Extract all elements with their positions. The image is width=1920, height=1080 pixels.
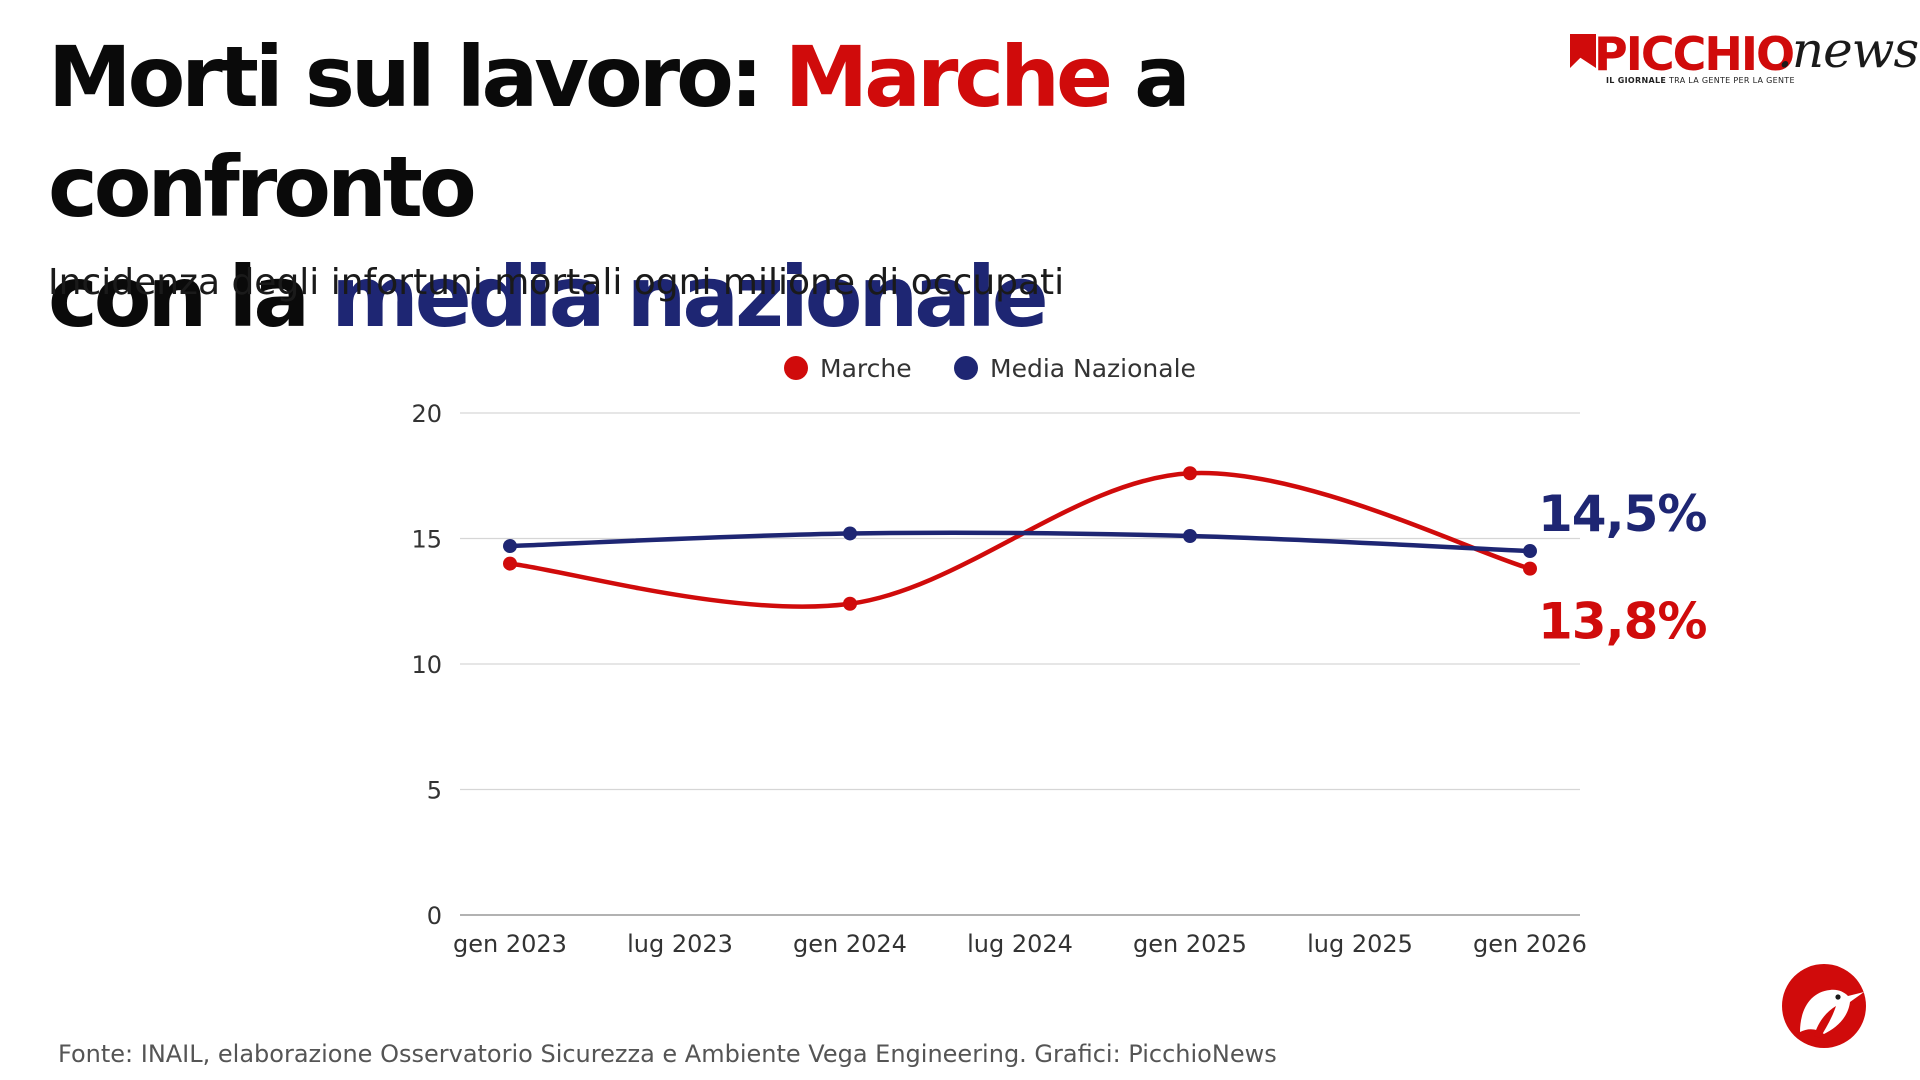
x-tick-label: gen 2026 xyxy=(1473,930,1587,958)
chart-series xyxy=(503,466,1537,611)
data-point xyxy=(503,556,517,571)
title-part-3: a confronto xyxy=(48,28,1191,236)
y-axis-ticks: 0 5 10 15 20 xyxy=(411,400,442,930)
data-point xyxy=(1523,544,1537,559)
chart-gridlines xyxy=(460,412,1580,916)
y-tick-label: 0 xyxy=(427,902,442,930)
woodpecker-logo-icon xyxy=(1782,964,1866,1048)
series-end-labels: 13,8% 14,5% xyxy=(1538,485,1707,651)
chart-subtitle: Incidenza degli infortuni mortali ogni m… xyxy=(48,262,1065,303)
y-tick-label: 15 xyxy=(411,526,442,554)
end-value-label: 13,8% xyxy=(1538,593,1706,651)
x-tick-label: lug 2024 xyxy=(967,930,1073,958)
title-highlight-media: media nazionale xyxy=(331,248,1048,346)
x-tick-label: gen 2023 xyxy=(453,930,567,958)
source-note: Fonte: INAIL, elaborazione Osservatorio … xyxy=(58,1040,1277,1068)
data-point xyxy=(1523,561,1537,576)
series-marche xyxy=(503,466,1537,611)
y-tick-label: 5 xyxy=(427,777,442,805)
logo-tagline-bold: IL GIORNALE xyxy=(1606,76,1667,85)
data-point xyxy=(843,596,857,611)
end-value-label: 14,5% xyxy=(1538,485,1706,543)
picchio-news-logo: PICCHIO .news IL GIORNALE TRA LA GENTE P… xyxy=(1570,22,1919,86)
legend-item: Media Nazionale xyxy=(954,354,1196,383)
title-part-4: con la xyxy=(48,248,332,346)
x-tick-label: gen 2024 xyxy=(793,930,907,958)
legend-item: Marche xyxy=(784,354,912,383)
series-media-nazionale xyxy=(503,526,1537,559)
series-line xyxy=(509,470,1531,609)
y-tick-label: 20 xyxy=(411,400,442,428)
data-point xyxy=(1183,528,1197,543)
logo-suffix: .news xyxy=(1777,21,1919,79)
data-point xyxy=(843,526,857,541)
series-line xyxy=(509,530,1531,554)
legend-label: Media Nazionale xyxy=(990,354,1196,383)
data-point xyxy=(1183,466,1197,481)
legend-label: Marche xyxy=(820,354,912,383)
legend-marker xyxy=(784,356,808,380)
data-point xyxy=(503,539,517,554)
y-tick-label: 10 xyxy=(411,651,442,679)
x-tick-label: lug 2023 xyxy=(627,930,733,958)
logo-brand: PICCHIO xyxy=(1594,27,1795,81)
title-part-1: Morti sul lavoro: xyxy=(48,28,785,126)
legend-marker xyxy=(954,356,978,380)
line-chart: 0 5 10 15 20 gen 2023 lug 2023 gen 2024 lug 202… xyxy=(411,354,1707,958)
logo-tagline: IL GIORNALE TRA LA GENTE PER LA GENTE xyxy=(1606,76,1795,85)
x-axis-ticks: gen 2023 lug 2023 gen 2024 lug 2024 gen 2025… xyxy=(453,930,1587,958)
chart-title: Morti sul lavoro: Marche a confronto con… xyxy=(48,22,1548,352)
title-highlight-marche: Marche xyxy=(784,28,1113,126)
x-tick-label: gen 2025 xyxy=(1133,930,1247,958)
logo-tagline-rest: TRA LA GENTE PER LA GENTE xyxy=(1666,76,1795,85)
chart-legend: Marche Media Nazionale xyxy=(784,354,1196,383)
x-tick-label: lug 2025 xyxy=(1307,930,1413,958)
